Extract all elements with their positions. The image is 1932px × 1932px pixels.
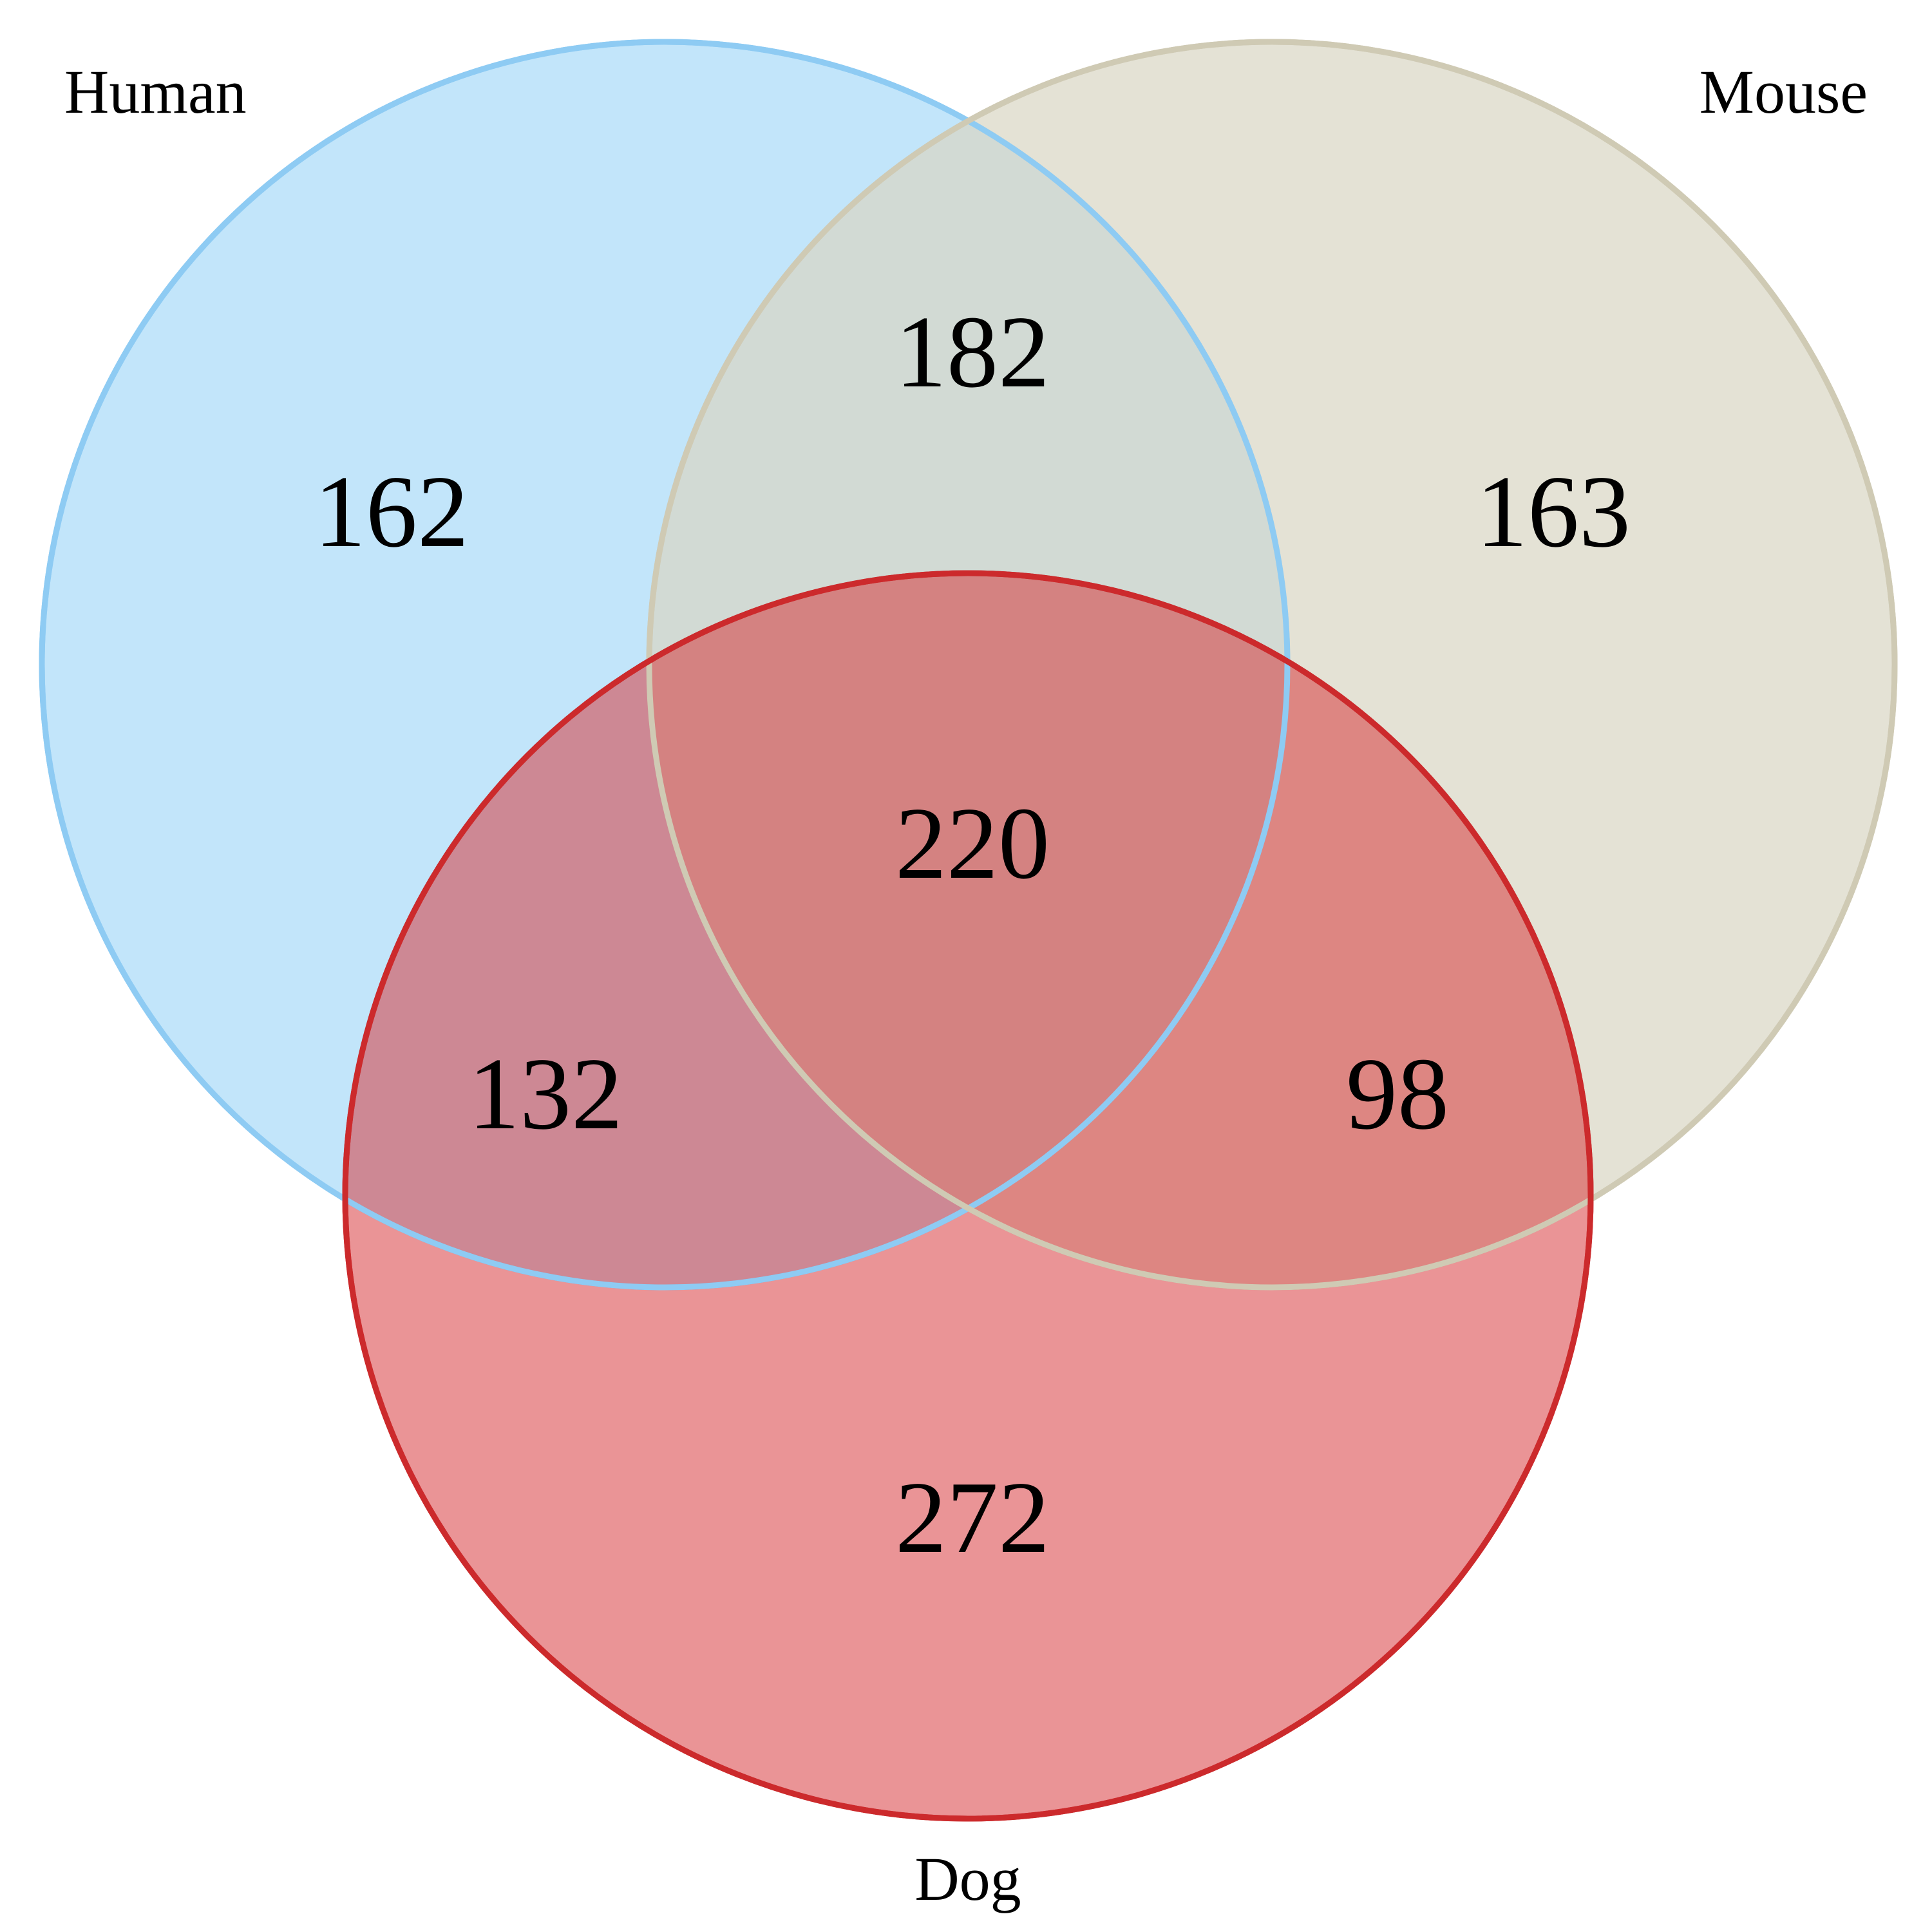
dog-set-label: Dog	[914, 1844, 1021, 1913]
mouse-only-count: 163	[1476, 454, 1631, 569]
dog-circle	[342, 570, 1594, 1822]
human-mouse-count: 182	[895, 294, 1050, 409]
mouse-dog-count: 98	[1346, 1036, 1449, 1151]
human-circle-outline	[39, 39, 1291, 1291]
human-mouse-dog-count: 220	[895, 786, 1050, 900]
dog-circle-outline	[342, 570, 1594, 1822]
dog-only-count: 272	[895, 1460, 1050, 1575]
human-only-count: 162	[314, 454, 469, 569]
human-dog-count: 132	[468, 1036, 623, 1151]
mouse-circle-outline	[646, 39, 1898, 1291]
human-set-label: Human	[64, 57, 247, 126]
mouse-set-label: Mouse	[1700, 57, 1868, 126]
